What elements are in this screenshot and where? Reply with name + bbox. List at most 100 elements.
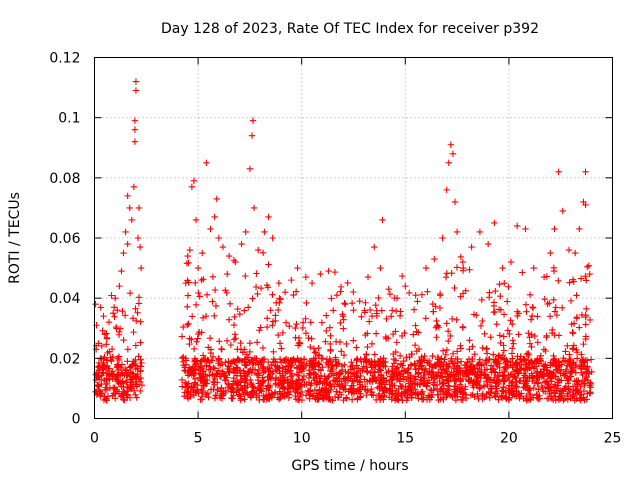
data-point (192, 380, 199, 388)
data-point (132, 87, 140, 94)
data-point (466, 368, 474, 375)
data-point (439, 347, 447, 354)
data-point (448, 315, 456, 323)
data-point (567, 395, 574, 402)
chart-title: Day 128 of 2023, Rate Of TEC Index for r… (161, 21, 539, 37)
data-point (233, 367, 241, 375)
data-point (124, 346, 132, 353)
data-point (528, 331, 535, 338)
data-point (386, 378, 393, 386)
data-point (439, 380, 446, 388)
data-point (414, 298, 421, 305)
data-point (496, 281, 503, 288)
data-point (332, 356, 339, 363)
data-point (462, 287, 469, 295)
data-point (282, 363, 290, 370)
data-point (503, 356, 510, 364)
data-point (452, 390, 459, 397)
data-point (132, 305, 139, 312)
axis-ticks (94, 57, 613, 419)
data-point (485, 388, 492, 396)
data-point (184, 252, 191, 260)
data-point (476, 356, 484, 363)
data-point (303, 299, 310, 307)
data-point (278, 381, 285, 388)
data-point (397, 382, 404, 390)
data-point (205, 394, 212, 401)
data-point (540, 362, 547, 369)
data-point (351, 365, 358, 372)
data-point (534, 380, 541, 387)
data-point (116, 282, 123, 290)
x-tick-label: 10 (293, 431, 311, 447)
data-point (259, 344, 267, 352)
data-point (423, 379, 431, 386)
data-point (121, 312, 129, 319)
data-point (537, 352, 545, 359)
data-point (443, 346, 451, 354)
data-point (564, 396, 572, 403)
data-point (376, 358, 383, 366)
data-point (377, 363, 384, 370)
data-point (291, 381, 299, 389)
data-point (349, 378, 356, 385)
data-point (364, 343, 371, 351)
data-point (285, 367, 292, 374)
data-point (236, 366, 243, 374)
data-point (124, 358, 131, 365)
data-point (443, 377, 451, 384)
data-point (425, 360, 433, 368)
data-point (410, 381, 418, 388)
data-point (224, 270, 231, 278)
data-point (494, 373, 501, 380)
data-point (385, 285, 392, 293)
data-point (289, 357, 297, 364)
data-point (232, 335, 239, 342)
data-point (398, 390, 406, 397)
data-point (272, 317, 279, 325)
data-point (95, 340, 102, 347)
data-point (109, 310, 117, 317)
data-point (468, 243, 475, 251)
data-point (585, 262, 593, 269)
data-point (505, 283, 512, 291)
data-point (573, 292, 580, 299)
data-point (132, 391, 139, 399)
data-point (297, 383, 304, 391)
data-point (429, 300, 437, 308)
data-point (390, 372, 397, 380)
data-point (288, 276, 295, 284)
data-point (410, 306, 418, 313)
data-point (431, 382, 439, 389)
data-point (301, 381, 308, 388)
data-point (390, 350, 397, 358)
data-point (292, 395, 300, 403)
data-point (292, 288, 300, 295)
data-point (257, 381, 265, 388)
data-point (267, 307, 274, 314)
data-point (296, 340, 303, 347)
data-point (237, 382, 244, 389)
data-point (433, 334, 440, 341)
data-point (583, 277, 590, 284)
data-point (292, 324, 299, 332)
data-point (542, 347, 549, 355)
data-point (390, 356, 398, 363)
data-point (457, 253, 465, 261)
data-point (442, 351, 449, 358)
data-point (543, 273, 551, 280)
data-point (431, 375, 439, 382)
data-point (244, 391, 252, 398)
data-point (495, 353, 502, 360)
data-point (118, 267, 125, 275)
data-point (327, 381, 334, 388)
data-point (469, 367, 477, 374)
data-point (428, 374, 435, 381)
data-point (279, 329, 287, 337)
data-point (202, 370, 209, 378)
data-point (269, 322, 276, 329)
data-point (447, 141, 455, 148)
data-point (421, 369, 428, 377)
data-point (534, 339, 541, 346)
data-point (564, 342, 571, 349)
